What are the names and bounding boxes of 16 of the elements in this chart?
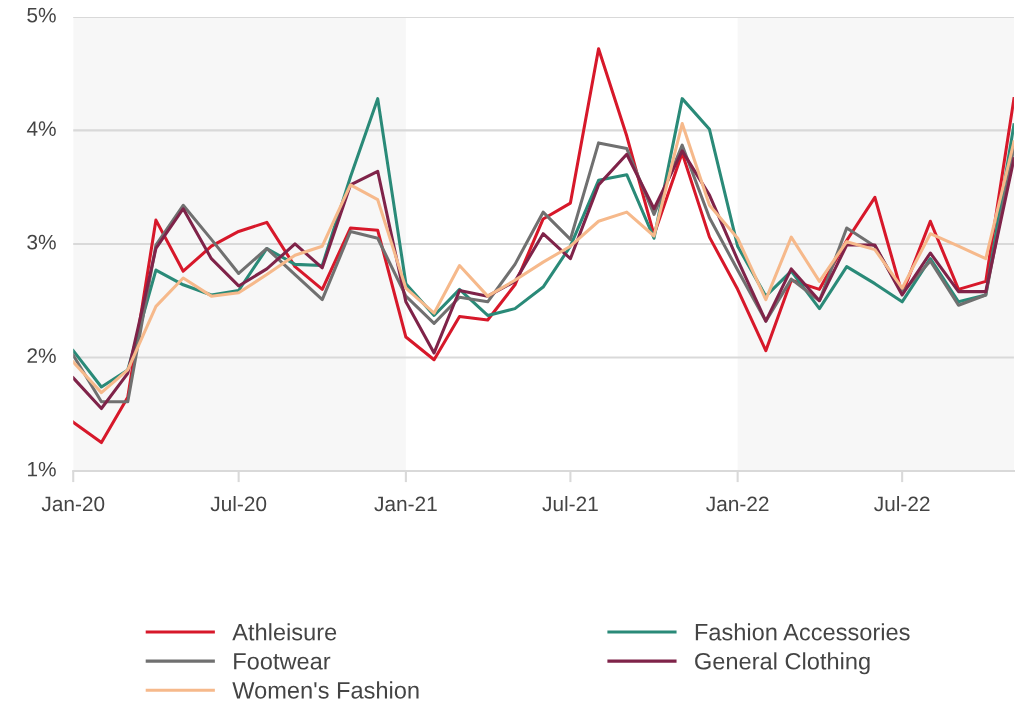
x-tick-label: Jul-20 <box>210 495 267 512</box>
y-tick-label: 3% <box>27 234 56 250</box>
y-tick-label: 2% <box>27 348 56 363</box>
x-tick-label: Jan-22 <box>706 496 769 512</box>
x-tick-label: Jul-22 <box>874 495 930 512</box>
legend-label: Footwear <box>234 653 331 670</box>
y-tick-label: 4% <box>26 121 56 136</box>
legend-label: General Clothing <box>695 652 870 675</box>
x-tick-label: Jan-21 <box>374 496 437 512</box>
y-tick-label: 5% <box>27 7 56 23</box>
x-tick-label: Jan-20 <box>41 496 105 512</box>
y-tick-label: 1% <box>28 461 56 477</box>
legend-label: Athleisure <box>232 623 337 641</box>
x-tick-label: Jul-21 <box>542 495 598 512</box>
legend-label: Fashion Accessories <box>695 623 910 641</box>
legend-label: Women's Fashion <box>232 681 419 699</box>
